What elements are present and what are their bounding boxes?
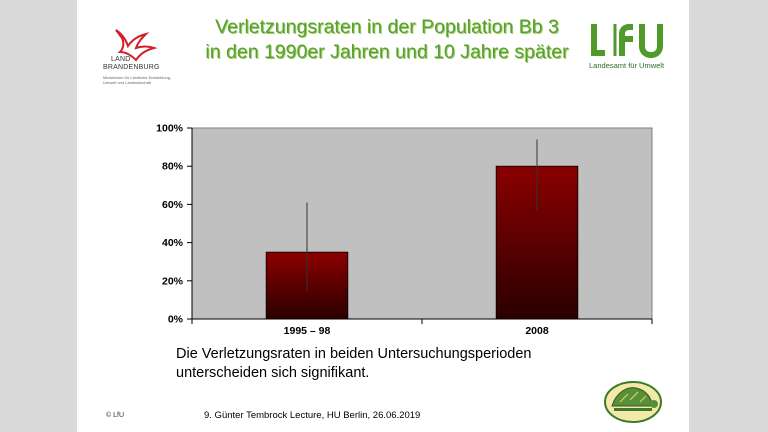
y-tick-label: 80%	[162, 161, 184, 173]
copyright: © LfU	[106, 412, 124, 419]
brandenburg-wordmark: LAND BRANDENBURG	[103, 56, 160, 72]
title-line-1: Verletzungsraten in der Population Bb 3	[215, 16, 559, 38]
lfu-name: Landesamt für Umwelt	[589, 61, 665, 70]
x-tick-label: 2008	[525, 325, 549, 337]
brand-land: LAND	[111, 56, 131, 63]
slide: LAND BRANDENBURG Ministerium für Ländlic…	[77, 0, 689, 432]
bar-chart: 0% 20% 40% 60% 80% 100% 1995 – 98 2008	[156, 123, 653, 337]
lecture-footer: 9. Günter Tembrock Lecture, HU Berlin, 2…	[204, 410, 421, 421]
y-tick-label: 100%	[156, 123, 184, 135]
plot-area	[191, 127, 653, 320]
brand-ministry: Ministerium für Ländliche Entwicklung, U…	[103, 75, 172, 85]
caption-line-1: Die Verletzungsraten in beiden Untersuch…	[176, 346, 532, 362]
y-tick-label: 40%	[162, 237, 184, 249]
brandenburg-eagle-icon	[115, 29, 158, 62]
slide-title: Verletzungsraten in der Population Bb 3 …	[177, 15, 597, 65]
lfu-logo	[591, 24, 663, 58]
y-tick-label: 0%	[168, 314, 184, 326]
caption: Die Verletzungsraten in beiden Untersuch…	[176, 345, 531, 383]
title-line-2: in den 1990er Jahren und 10 Jahre später	[205, 41, 569, 63]
x-tick-label: 1995 – 98	[284, 325, 331, 337]
y-tick-label: 20%	[162, 275, 184, 287]
y-tick-label: 60%	[162, 199, 184, 211]
turtle-icon	[604, 381, 662, 423]
caption-line-2: unterscheiden sich signifikant.	[176, 365, 370, 381]
brand-state: BRANDENBURG	[103, 64, 160, 71]
